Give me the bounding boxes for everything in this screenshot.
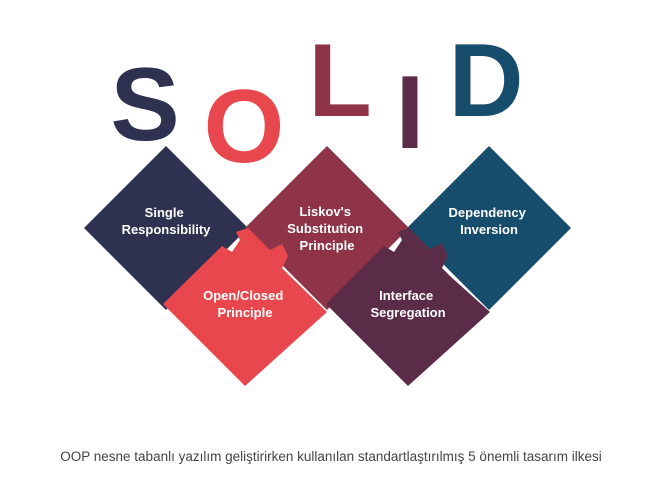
label-single-responsibility: Single Responsibility [122,205,212,237]
letter-d: D [448,23,523,139]
label-interface-segregation: Interface Segregation [370,288,445,320]
label-line: Inversion [460,222,518,237]
label-line: Interface [379,288,433,303]
label-liskov-substitution: Liskov's Substitution Principle [287,204,366,253]
label-line: Open/Closed [203,288,283,303]
diamond-dependency-inversion [407,146,571,310]
label-line: Responsibility [122,222,212,237]
label-line: Segregation [370,305,445,320]
diamond-interface-segregation [326,228,490,386]
image-caption: OOP nesne tabanlı yazılım geliştirirken … [60,449,602,464]
letter-s: S [110,47,179,163]
solid-diagram: S O L I D Single Responsibility Liskov's… [84,23,571,386]
letter-i: I [396,55,425,171]
label-line: Single [145,205,184,220]
label-line: Principle [218,305,273,320]
diamond-open-closed [163,228,327,386]
label-line: Dependency [449,205,527,220]
label-dependency-inversion: Dependency Inversion [449,205,530,237]
label-line: Principle [300,238,355,253]
label-open-closed: Open/Closed Principle [203,288,287,320]
letter-l: L [308,23,372,139]
letter-o: O [204,69,285,185]
label-line: Liskov's [299,204,351,219]
label-line: Substitution [287,221,363,236]
